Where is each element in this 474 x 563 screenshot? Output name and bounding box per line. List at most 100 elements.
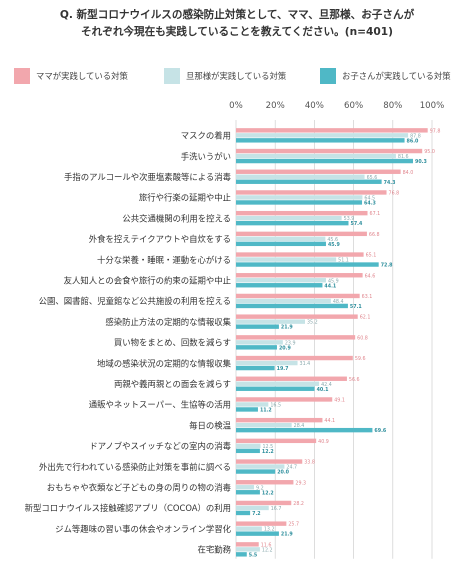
data-label-child: 21.9 (281, 325, 293, 331)
data-label-child: 12.2 (262, 449, 274, 455)
data-label-mama: 95.0 (424, 149, 435, 155)
category-label: ジム等趣味の習い事の休会やオンライン学習化 (55, 524, 231, 534)
bar-papa (236, 319, 305, 324)
bar-mama (236, 314, 358, 319)
bar-papa (236, 547, 260, 552)
bar-mama (236, 521, 287, 526)
data-label-papa: 53.9 (344, 216, 355, 222)
data-label-child: 74.3 (384, 180, 396, 186)
category-label: 在宅勤務 (198, 545, 232, 555)
data-label-mama: 11.6 (261, 542, 272, 548)
data-label-mama: 56.6 (349, 377, 360, 383)
data-label-child: 12.2 (262, 490, 274, 496)
x-tick-label: 60% (344, 101, 363, 111)
data-label-papa: 48.4 (333, 299, 344, 305)
chart-title-line-1: Q. 新型コロナウイルスの感染防止対策として、ママ、旦那様、お子さんが (59, 9, 415, 21)
category-label: 手指のアルコールや次亜塩素酸等による消毒 (64, 172, 232, 182)
data-label-mama: 29.3 (295, 480, 306, 486)
category-label: 友人知人との会食や旅行の約束の延期や中止 (64, 275, 231, 285)
data-label-papa: 16.5 (270, 402, 281, 408)
category-label: 通販やネットスーパー、生協等の活用 (89, 400, 231, 410)
data-label-mama: 60.8 (357, 335, 368, 341)
data-label-child: 45.9 (328, 242, 340, 248)
data-label-mama: 63.1 (362, 294, 373, 300)
bar-child (236, 345, 277, 350)
data-label-papa: 23.9 (285, 340, 296, 346)
data-label-papa: 24.7 (286, 465, 297, 471)
category-label: 外出先で行われている感染防止対策を事前に調べる (39, 462, 231, 472)
legend-label-mama: ママが実践している対策 (36, 71, 128, 81)
bar-child (236, 448, 260, 454)
bar-child (236, 158, 413, 164)
data-label-child: 20.0 (277, 470, 289, 476)
bar-child (236, 303, 348, 309)
data-label-papa: 65.6 (367, 175, 378, 181)
bar-mama (236, 231, 367, 237)
bar-mama (236, 397, 333, 402)
bar-papa (236, 278, 326, 283)
data-label-child: 72.8 (381, 263, 393, 269)
legend-label-papa: 旦那様が実践している対策 (186, 71, 287, 81)
data-label-child: 20.9 (279, 345, 291, 351)
bar-child (236, 365, 275, 371)
data-label-papa: 28.4 (294, 423, 305, 429)
bar-mama (236, 335, 356, 340)
data-label-child: 90.3 (415, 159, 427, 165)
category-label: 新型コロナウイルス接触確認アプリ（COCOA）の利用 (25, 503, 231, 513)
data-label-child: 57.4 (351, 221, 363, 227)
x-tick-label: 100% (420, 101, 445, 111)
data-label-mama: 66.8 (369, 232, 380, 238)
data-label-papa: 45.6 (327, 237, 338, 243)
data-label-mama: 84.0 (403, 170, 414, 176)
bar-papa (236, 443, 261, 449)
data-label-child: 57.1 (350, 304, 362, 310)
bar-papa (236, 526, 262, 531)
bar-mama (236, 500, 292, 506)
data-label-papa: 12.5 (263, 444, 274, 450)
data-label-papa: 81.6 (398, 154, 409, 160)
bar-mama (236, 480, 294, 485)
data-label-mama: 62.1 (360, 315, 371, 321)
legend-item-mama: ママが実践している対策 (14, 68, 128, 84)
data-label-mama: 67.1 (370, 211, 381, 217)
data-label-child: 40.1 (317, 387, 329, 393)
bar-papa (236, 381, 320, 386)
category-label: 手洗いうがい (181, 151, 231, 161)
bar-mama (236, 459, 303, 464)
data-label-mama: 44.1 (324, 418, 335, 424)
category-label: 外食を控えテイクアウトや自炊をする (89, 234, 231, 244)
data-label-papa: 45.9 (328, 278, 339, 284)
bar-papa (236, 153, 396, 159)
data-label-child: 5.5 (249, 552, 258, 558)
bar-mama (236, 438, 317, 444)
bar-mama (236, 273, 363, 278)
bar-mama (236, 293, 360, 299)
category-label: 公園、図書館、児童館など公共施設の利用を控える (39, 296, 231, 306)
data-label-mama: 40.9 (318, 439, 329, 445)
bar-child (236, 283, 323, 288)
data-label-papa: 35.2 (307, 320, 318, 326)
x-tick-label: 0% (229, 101, 243, 111)
category-label: 毎日の検温 (189, 420, 231, 430)
bar-papa (236, 360, 298, 366)
legend-item-child: お子さんが実践している対策 (320, 68, 451, 84)
bar-child (236, 220, 349, 226)
category-label: 地域の感染状況の定期的な情報収集 (97, 358, 232, 368)
bar-child (236, 386, 315, 391)
data-label-papa: 9.2 (256, 485, 264, 491)
bar-child (236, 469, 276, 474)
category-label: おもちゃや衣類など子どもの身の周りの物の消毒 (47, 482, 232, 492)
bar-papa (236, 485, 255, 490)
chart-legend: ママが実践している対策 旦那様が実践している対策 お子さんが実践している対策 (14, 68, 466, 84)
data-label-child: 69.6 (374, 428, 386, 434)
legend-swatch-mama (14, 68, 30, 84)
legend-swatch-papa (164, 68, 180, 84)
bar-papa (236, 402, 269, 407)
bar-child (236, 200, 363, 205)
data-label-child: 44.1 (324, 283, 336, 289)
data-label-mama: 76.8 (389, 190, 400, 196)
bar-mama (236, 210, 368, 216)
x-tick-label: 40% (305, 101, 324, 111)
bar-papa (236, 464, 285, 469)
data-label-mama: 25.7 (288, 522, 299, 528)
